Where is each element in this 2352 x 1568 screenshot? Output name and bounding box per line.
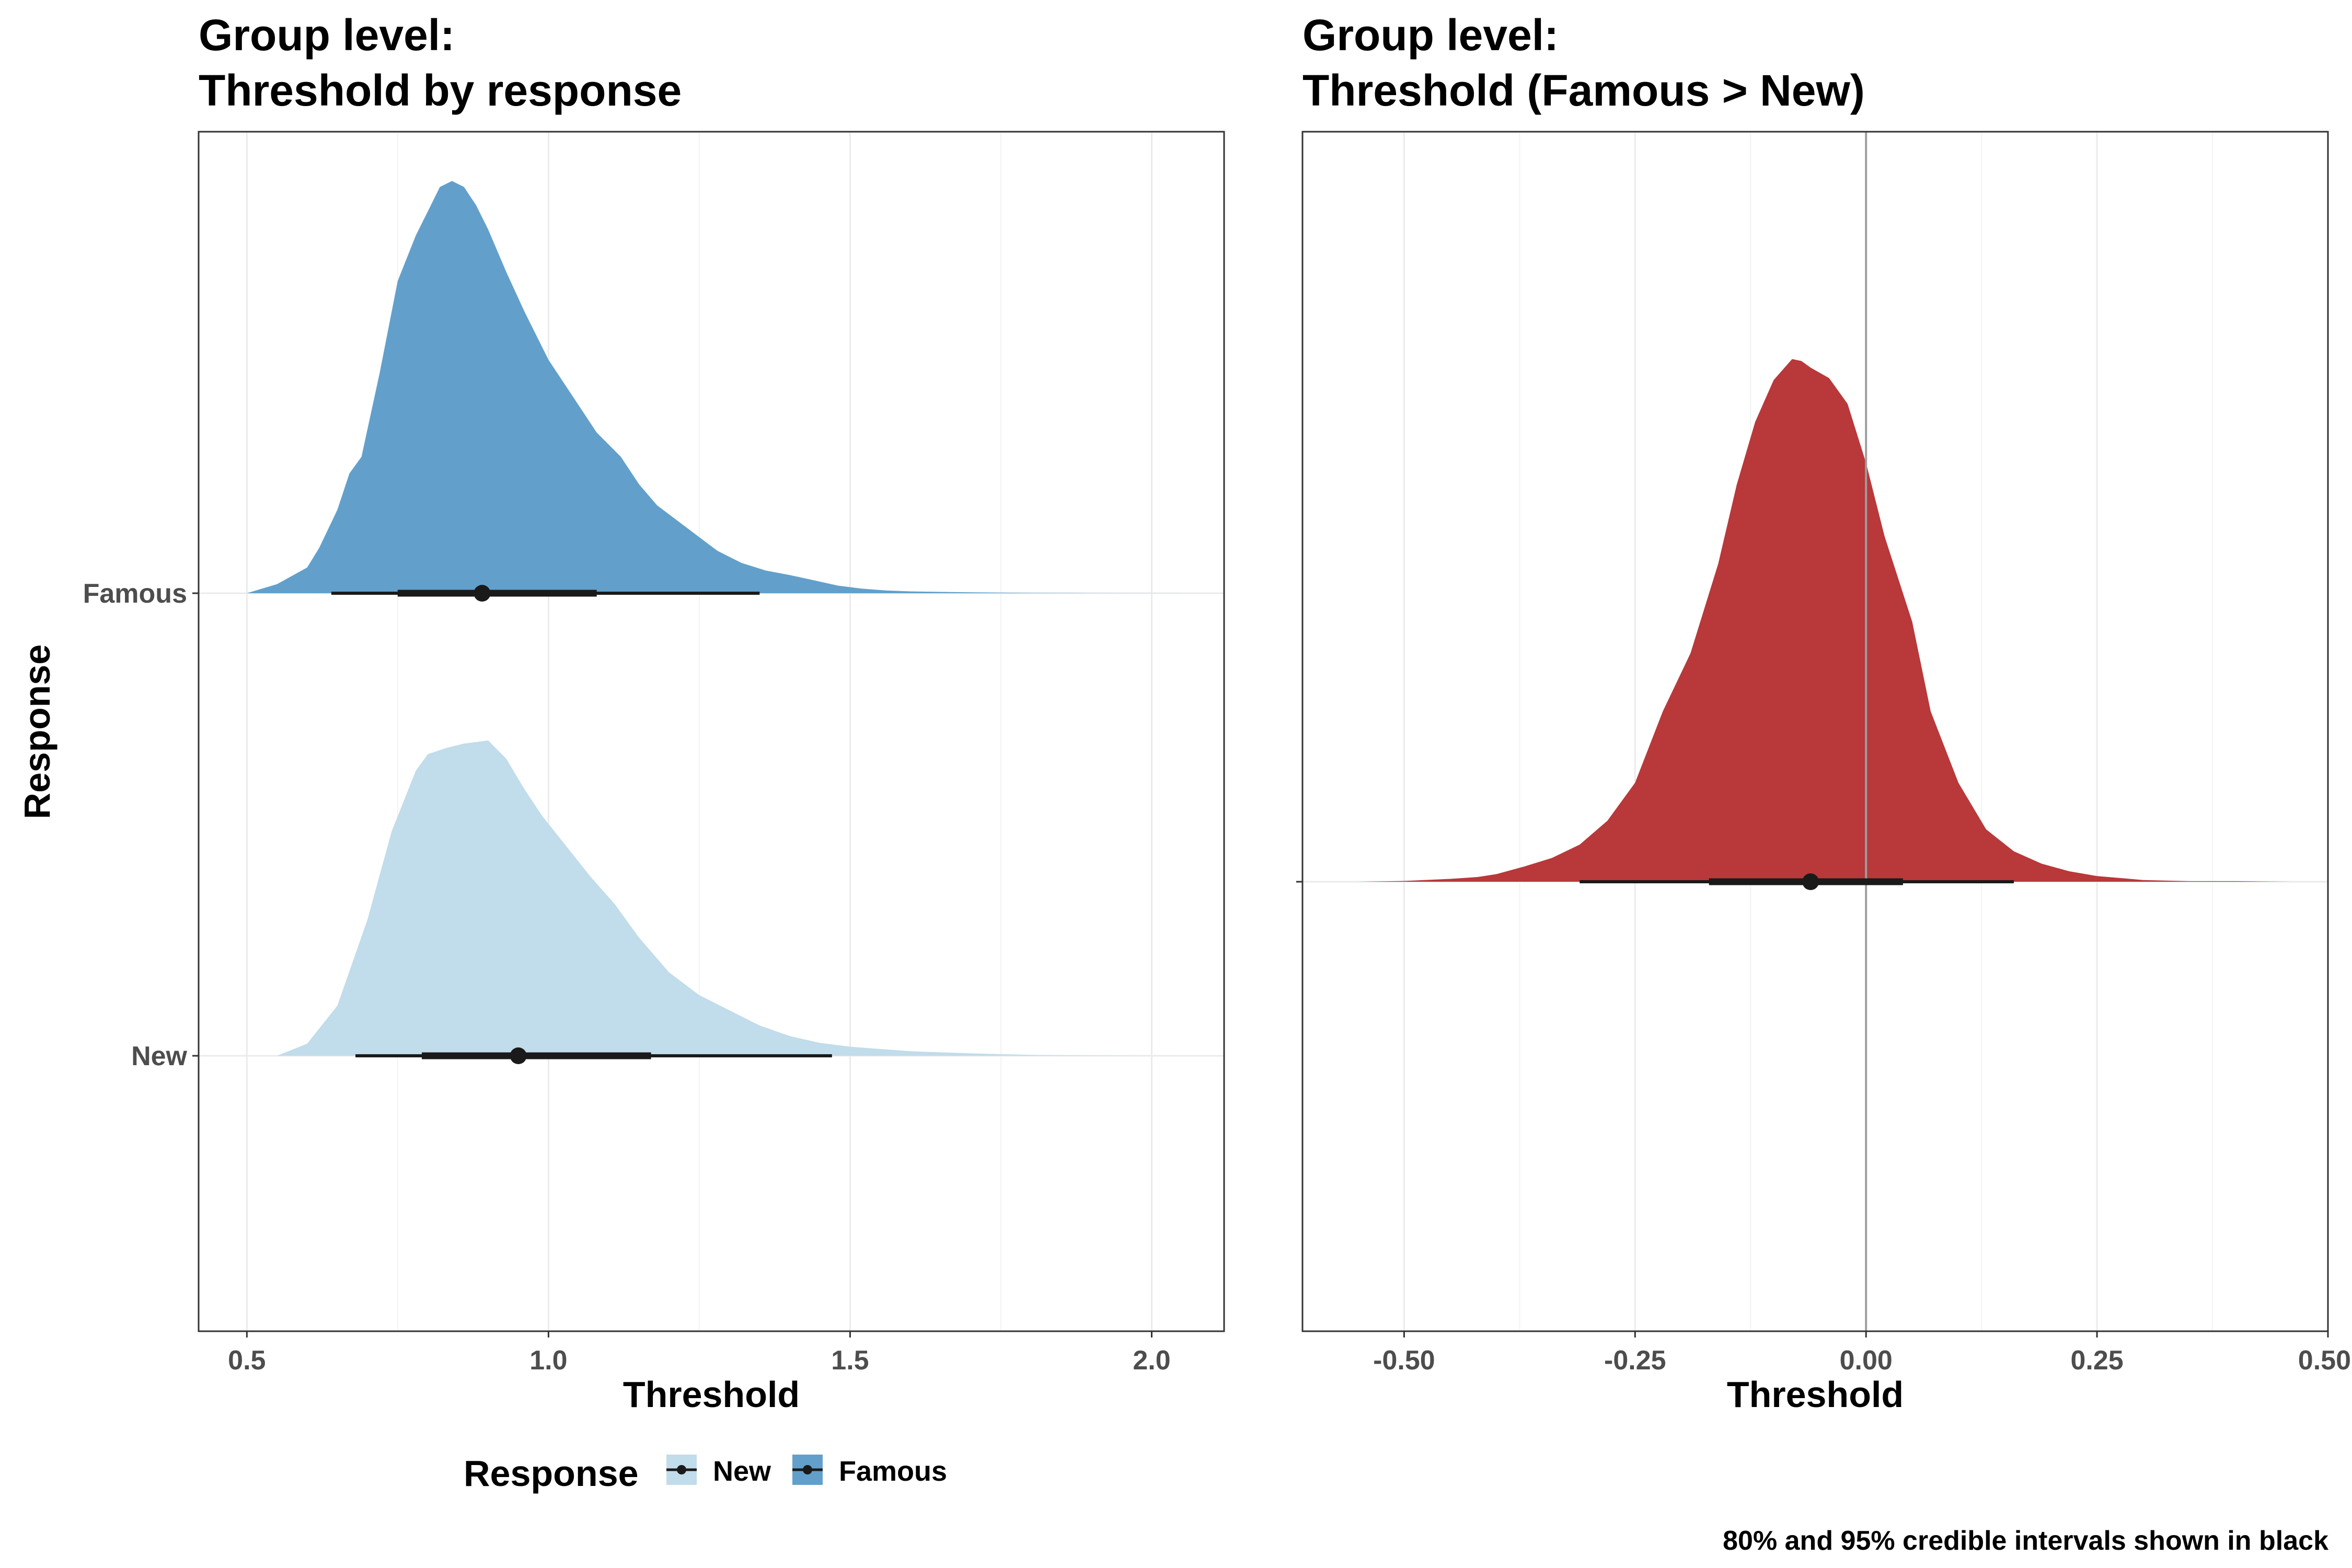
- left-y-tick-label-new: New: [131, 1041, 187, 1071]
- right-density-curves: [1358, 359, 2291, 882]
- right-panel: Group level: Threshold (Famous > New) -0…: [1296, 10, 2351, 1415]
- left-x-tick-label: 1.0: [529, 1345, 567, 1376]
- right-plot-border: [1301, 131, 2329, 1332]
- right-x-axis-title: Threshold: [1727, 1374, 1904, 1415]
- legend-key-new-point: [677, 1465, 686, 1474]
- left-x-tick-label: 0.5: [228, 1345, 266, 1376]
- left-plot-area: [199, 132, 1224, 1331]
- legend-label-famous: Famous: [839, 1456, 947, 1487]
- interval-famous-median-point: [474, 585, 491, 602]
- right-x-axis-ticks: -0.50 -0.25 0.00 0.25 0.50: [1373, 1331, 2351, 1376]
- right-panel-title-line2: Threshold (Famous > New): [1302, 66, 1865, 115]
- legend-key-famous-point: [803, 1465, 812, 1474]
- density-famous-new: [1358, 359, 2291, 882]
- right-x-tick-label: -0.25: [1604, 1345, 1666, 1376]
- density-new: [277, 740, 1182, 1056]
- legend-item-famous: Famous: [792, 1455, 947, 1487]
- right-x-tick-label: 0.50: [2298, 1345, 2351, 1376]
- density-famous: [247, 181, 1212, 593]
- left-density-curves: [247, 181, 1212, 1056]
- interval-famous-new-median-point: [1802, 873, 1819, 890]
- left-x-axis-title: Threshold: [623, 1374, 800, 1415]
- left-panel: Group level: Threshold by response 0.5 1.…: [17, 10, 1225, 1415]
- left-x-axis-ticks: 0.5 1.0 1.5 2.0: [228, 1331, 1171, 1376]
- left-x-tick-label: 1.5: [831, 1345, 869, 1376]
- right-x-tick-label: 0.25: [2070, 1345, 2123, 1376]
- left-y-tick-label-famous: Famous: [83, 579, 187, 609]
- right-panel-title-line1: Group level:: [1302, 10, 1559, 60]
- legend-label-new: New: [713, 1456, 771, 1487]
- legend-title: Response: [464, 1453, 639, 1494]
- right-credible-intervals: [1579, 873, 2014, 890]
- left-credible-intervals: [331, 585, 832, 1064]
- caption: 80% and 95% credible intervals shown in …: [1723, 1526, 2328, 1556]
- left-y-axis-ticks: Famous New: [83, 579, 199, 1071]
- left-y-axis-title: Response: [17, 644, 57, 820]
- left-panel-title-line1: Group level:: [199, 10, 455, 60]
- left-x-tick-label: 2.0: [1133, 1345, 1170, 1376]
- legend: Response New Famous: [464, 1453, 947, 1494]
- left-plot-border: [198, 131, 1225, 1332]
- legend-item-new: New: [666, 1455, 771, 1487]
- right-x-tick-label: 0.00: [1840, 1345, 1893, 1376]
- left-panel-title-line2: Threshold by response: [199, 66, 682, 115]
- interval-new-median-point: [510, 1047, 527, 1064]
- right-x-tick-label: -0.50: [1373, 1345, 1435, 1376]
